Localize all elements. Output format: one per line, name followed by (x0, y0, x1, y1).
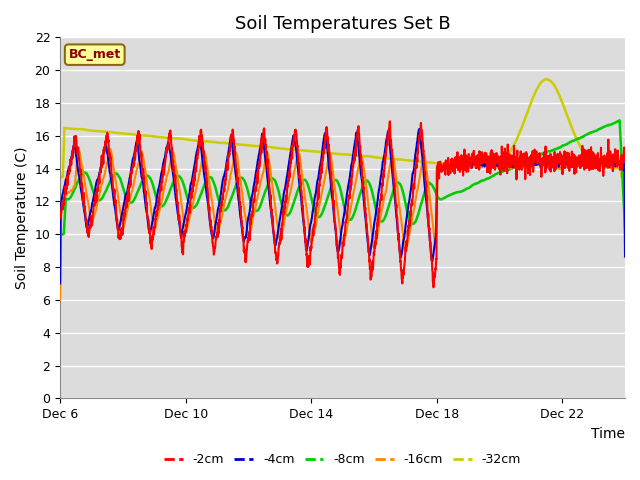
-4cm (415, 126, 423, 132)
-32cm (56, 174, 64, 180)
Line: -16cm: -16cm (60, 149, 625, 300)
-8cm (621, 225, 629, 230)
-4cm (605, 163, 612, 168)
Line: -4cm: -4cm (60, 129, 625, 283)
-2cm (386, 119, 394, 124)
Line: -8cm: -8cm (60, 120, 625, 234)
-32cm (621, 174, 629, 180)
-16cm (316, 199, 324, 204)
-16cm (605, 163, 612, 168)
-16cm (56, 297, 64, 303)
-16cm (605, 162, 612, 168)
-32cm (605, 165, 612, 170)
-8cm (501, 168, 509, 174)
-4cm (621, 253, 629, 259)
Line: -2cm: -2cm (60, 121, 625, 288)
-32cm (331, 151, 339, 156)
-4cm (605, 164, 612, 170)
Title: Soil Temperatures Set B: Soil Temperatures Set B (235, 15, 451, 33)
-4cm (316, 164, 324, 169)
-8cm (85, 176, 93, 181)
-2cm (605, 154, 613, 160)
-4cm (331, 220, 339, 226)
-8cm (316, 214, 324, 220)
-16cm (332, 188, 339, 193)
-4cm (56, 280, 64, 286)
-2cm (56, 215, 64, 221)
Line: -32cm: -32cm (60, 79, 625, 177)
-16cm (621, 250, 629, 256)
Y-axis label: Soil Temperature (C): Soil Temperature (C) (15, 146, 29, 289)
X-axis label: Time: Time (591, 427, 625, 441)
-2cm (316, 178, 324, 183)
-2cm (605, 159, 612, 165)
-32cm (501, 156, 509, 162)
-32cm (85, 127, 93, 133)
-8cm (605, 122, 612, 128)
-8cm (605, 122, 612, 128)
-2cm (502, 150, 509, 156)
-16cm (106, 146, 114, 152)
-4cm (85, 217, 93, 223)
-2cm (331, 220, 339, 226)
Text: BC_met: BC_met (68, 48, 121, 61)
-2cm (429, 285, 437, 290)
-8cm (331, 178, 339, 183)
-2cm (621, 155, 629, 160)
-16cm (501, 164, 509, 169)
-8cm (616, 118, 623, 123)
-8cm (56, 231, 64, 237)
-32cm (605, 165, 612, 170)
-16cm (85, 204, 93, 210)
-4cm (501, 162, 509, 168)
-32cm (316, 149, 324, 155)
-32cm (542, 76, 550, 82)
-2cm (85, 231, 93, 237)
Legend: -2cm, -4cm, -8cm, -16cm, -32cm: -2cm, -4cm, -8cm, -16cm, -32cm (159, 448, 526, 471)
